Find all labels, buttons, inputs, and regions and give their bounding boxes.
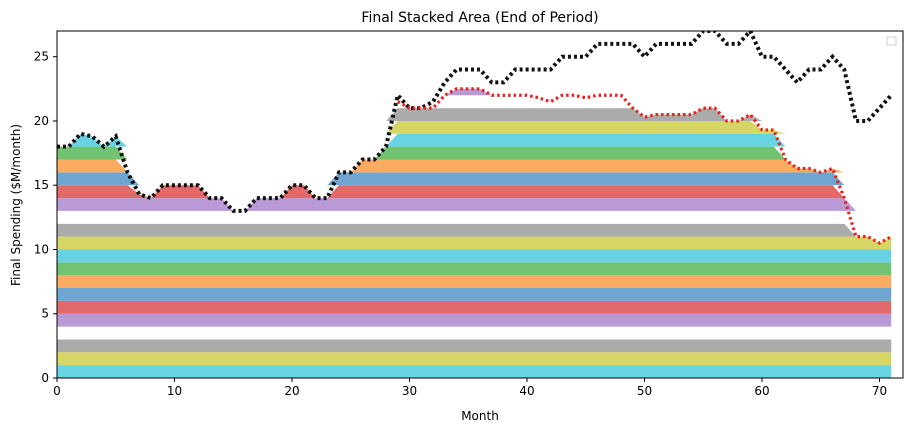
- stack-band-11: [57, 223, 892, 237]
- x-tick-label: 50: [637, 384, 652, 398]
- stack-band-2: [57, 339, 892, 353]
- stack-band-21: [57, 95, 892, 109]
- stack-band-18: [57, 133, 892, 147]
- stack-band-9: [57, 249, 892, 263]
- overlay-line-1: [396, 87, 893, 245]
- stack-band-3: [57, 326, 892, 340]
- y-axis-label: Final Spending ($M/month): [9, 124, 23, 286]
- stack-band-19: [57, 120, 892, 134]
- y-tick-label: 25: [34, 50, 49, 64]
- stack-band-1: [57, 352, 892, 366]
- stacked-bands: [57, 88, 892, 378]
- y-tick-label: 5: [41, 307, 49, 321]
- y-axis-ticks: 0 5 10 15 20 25: [34, 50, 57, 385]
- y-tick-label: 15: [34, 178, 49, 192]
- x-tick-label: 30: [402, 384, 417, 398]
- y-tick-label: 20: [34, 114, 49, 128]
- legend-box: [886, 36, 897, 46]
- stack-band-12: [57, 210, 892, 224]
- stack-band-4: [57, 313, 892, 327]
- stack-band-8: [57, 262, 892, 276]
- stack-band-0: [57, 365, 892, 378]
- x-axis-label: Month: [461, 409, 499, 423]
- stack-band-13: [57, 198, 892, 211]
- stack-band-16: [57, 159, 892, 173]
- x-tick-label: 10: [167, 384, 182, 398]
- stack-band-15: [57, 172, 892, 186]
- x-axis-ticks: 0 10 20 30 40 50 60 70: [53, 378, 887, 398]
- stack-band-10: [57, 236, 892, 250]
- y-tick-label: 0: [41, 371, 49, 385]
- stack-band-6: [57, 288, 892, 301]
- y-tick-label: 10: [34, 242, 49, 256]
- x-tick-label: 70: [872, 384, 887, 398]
- x-tick-label: 60: [754, 384, 769, 398]
- overlay-line-0: [57, 31, 893, 213]
- stack-band-17: [57, 146, 892, 160]
- stack-band-22: [57, 88, 892, 96]
- x-tick-label: 20: [284, 384, 299, 398]
- plot-frame: [56, 30, 904, 379]
- x-tick-label: 0: [53, 384, 61, 398]
- overlay-lines: [57, 31, 893, 245]
- stack-band-14: [57, 185, 892, 199]
- stack-band-7: [57, 275, 892, 289]
- stack-band-20: [57, 108, 892, 121]
- x-tick-label: 40: [519, 384, 534, 398]
- stack-band-5: [57, 300, 892, 314]
- chart-title: Final Stacked Area (End of Period): [361, 10, 598, 26]
